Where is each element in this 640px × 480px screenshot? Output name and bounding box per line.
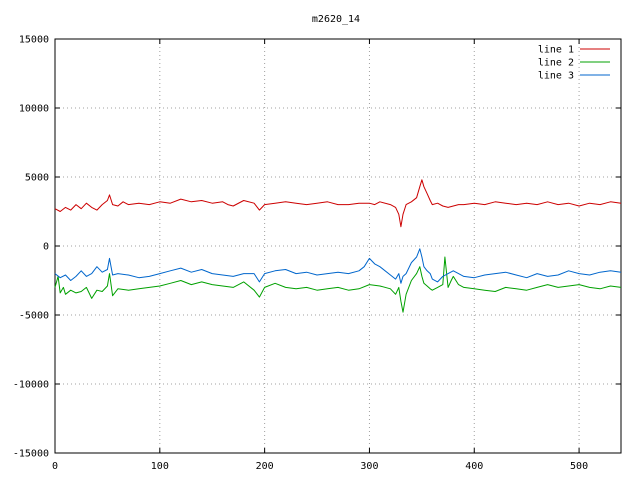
legend: line 1 line 2 line 3 bbox=[538, 45, 610, 82]
legend-label-3: line 3 bbox=[538, 71, 574, 82]
chart-title: m2620_14 bbox=[312, 14, 360, 25]
x-tick-label: 100 bbox=[151, 461, 169, 472]
series-line-1 bbox=[54, 179, 622, 228]
y-tick-label: -10000 bbox=[13, 380, 49, 391]
legend-label-2: line 2 bbox=[538, 58, 574, 69]
y-tick-label: -15000 bbox=[13, 449, 49, 460]
x-tick-label: 300 bbox=[360, 461, 378, 472]
legend-label-1: line 1 bbox=[538, 45, 574, 56]
series-lines bbox=[54, 179, 622, 313]
grid-lines bbox=[55, 39, 621, 453]
y-tick-label: 10000 bbox=[19, 104, 49, 115]
y-tick-label: 5000 bbox=[25, 173, 49, 184]
x-tick-label: 0 bbox=[52, 461, 58, 472]
y-tick-label: 0 bbox=[43, 242, 49, 253]
series-line-2 bbox=[54, 256, 622, 313]
x-tick-label: 500 bbox=[570, 461, 588, 472]
axis-ticks: 0 100 200 300 400 500 -15000 -10000 -5000 0 5000 10… bbox=[13, 35, 621, 472]
x-tick-label: 400 bbox=[465, 461, 483, 472]
y-tick-label: -5000 bbox=[19, 311, 49, 322]
x-tick-label: 200 bbox=[256, 461, 274, 472]
series-line-3 bbox=[54, 248, 622, 284]
y-tick-label: 15000 bbox=[19, 35, 49, 46]
